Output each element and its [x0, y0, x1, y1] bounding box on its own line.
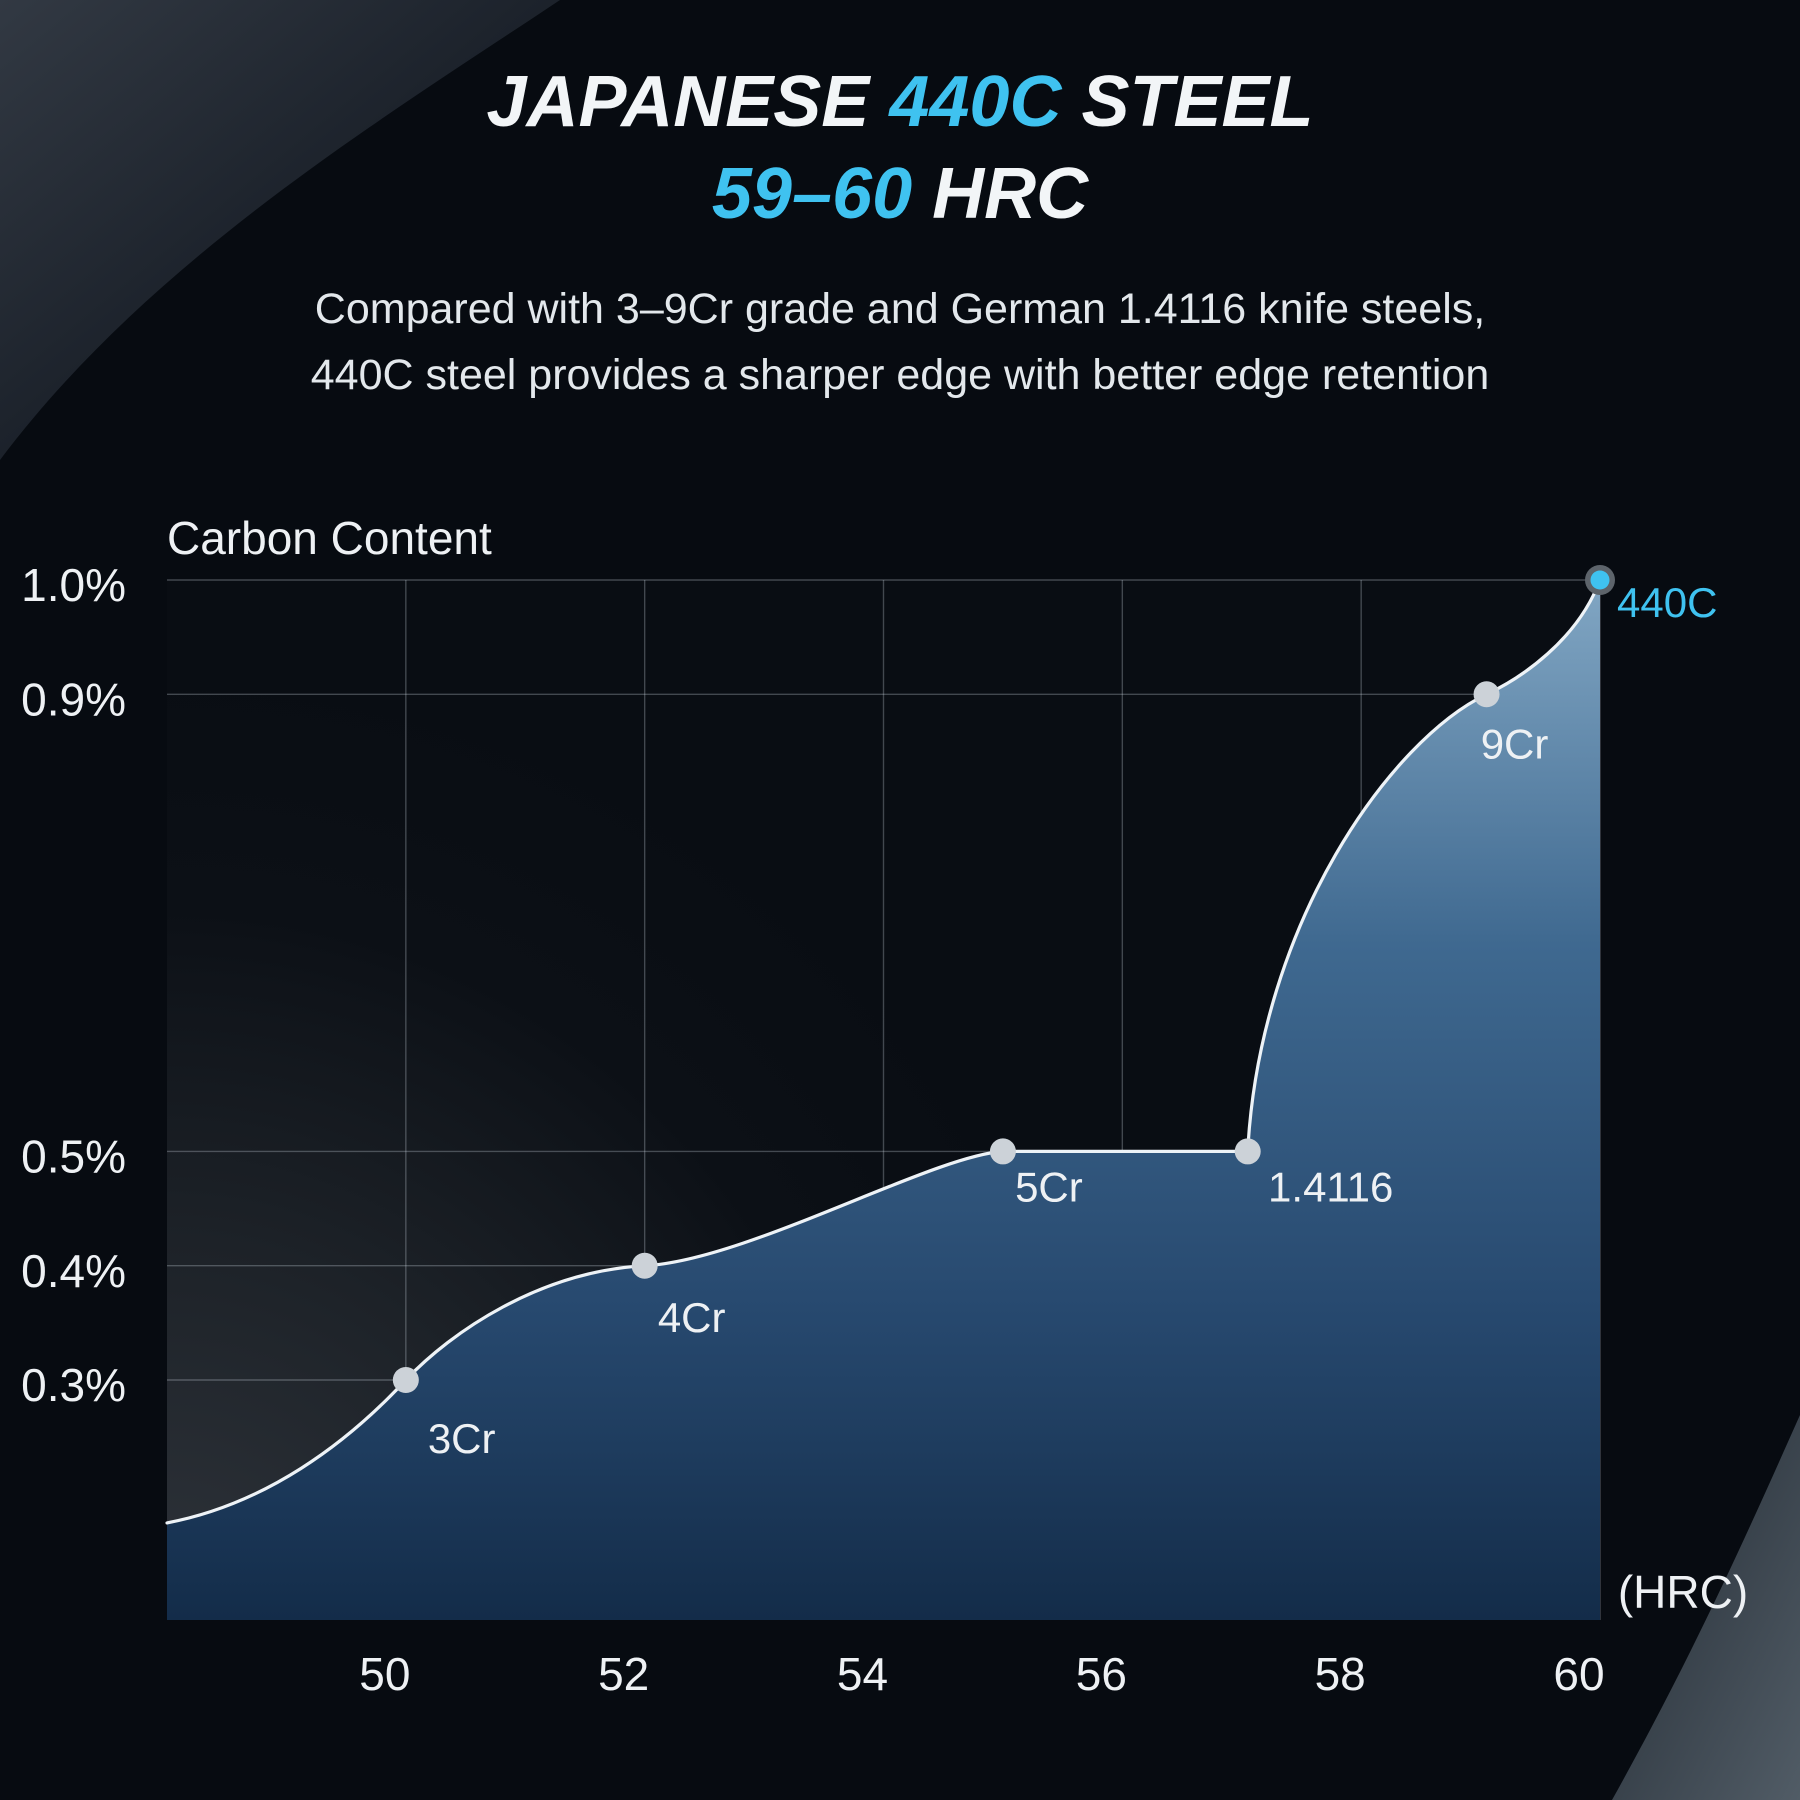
subtitle-line-1: Compared with 3–9Cr grade and German 1.4… [314, 285, 1486, 333]
point-label-1.4116: 1.4116 [1268, 1164, 1393, 1211]
data-point-1.4116 [1234, 1138, 1261, 1165]
point-label-5Cr: 5Cr [1015, 1164, 1083, 1211]
x-axis-title: (HRC) [1618, 1566, 1748, 1618]
y-tick-0.5%: 0.5% [21, 1131, 126, 1183]
title-accent-text: 59–60 [711, 154, 913, 234]
subtitle: Compared with 3–9Cr grade and German 1.4… [0, 276, 1800, 408]
page-title: JAPANESE 440C STEEL 59–60 HRC [0, 0, 1800, 240]
subtitle-line-2: 440C steel provides a sharper edge with … [310, 351, 1490, 399]
title-line-1: JAPANESE 440C STEEL [487, 62, 1314, 142]
x-tick-58: 58 [1315, 1648, 1366, 1700]
header: JAPANESE 440C STEEL 59–60 HRC Compared wi… [0, 0, 1800, 408]
x-tick-50: 50 [359, 1648, 410, 1700]
series-area-fill [167, 580, 1600, 1620]
data-point-9Cr [1473, 681, 1500, 708]
x-tick-52: 52 [598, 1648, 649, 1700]
title-text: HRC [912, 154, 1089, 234]
point-label-4Cr: 4Cr [658, 1294, 726, 1341]
y-tick-0.9%: 0.9% [21, 673, 126, 725]
data-point-4Cr [631, 1252, 658, 1279]
point-label-3Cr: 3Cr [428, 1415, 496, 1462]
y-tick-0.4%: 0.4% [21, 1245, 126, 1297]
x-tick-60: 60 [1553, 1648, 1604, 1700]
bottom-right-wedge [1612, 1415, 1800, 1800]
data-point-5Cr [989, 1138, 1016, 1165]
title-line-2: 59–60 HRC [712, 154, 1088, 234]
title-text: JAPANESE [486, 62, 890, 142]
y-axis-title: Carbon Content [167, 512, 492, 564]
x-tick-54: 54 [837, 1648, 888, 1700]
point-label-440C: 440C [1617, 579, 1717, 626]
data-point-440C [1590, 570, 1610, 590]
title-text: STEEL [1061, 62, 1314, 142]
y-tick-1.0%: 1.0% [21, 559, 126, 611]
point-label-9Cr: 9Cr [1481, 720, 1549, 767]
top-left-wedge [0, 0, 560, 460]
data-point-3Cr [392, 1367, 419, 1393]
title-accent-text: 440C [889, 62, 1062, 142]
x-tick-56: 56 [1076, 1648, 1127, 1700]
y-tick-0.3%: 0.3% [21, 1359, 126, 1411]
